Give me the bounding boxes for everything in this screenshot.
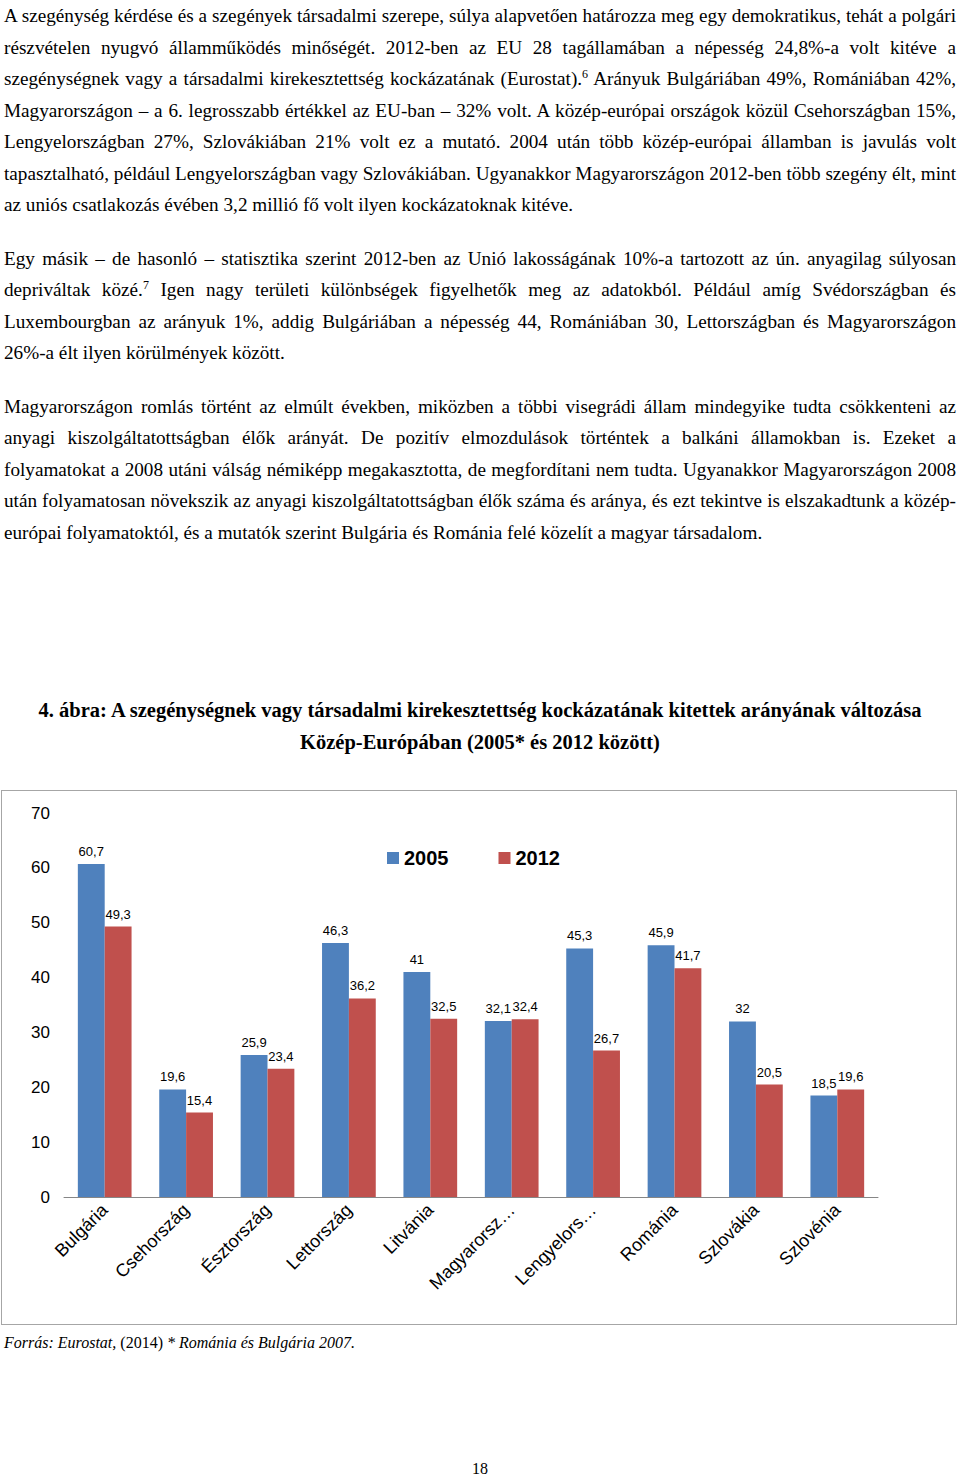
svg-text:23,4: 23,4 — [268, 1049, 293, 1064]
svg-text:60: 60 — [31, 858, 50, 877]
svg-text:Románia: Románia — [617, 1200, 682, 1265]
svg-text:60,7: 60,7 — [79, 844, 104, 859]
svg-text:19,6: 19,6 — [160, 1069, 185, 1084]
svg-text:32: 32 — [735, 1001, 749, 1016]
svg-text:70: 70 — [31, 804, 50, 823]
svg-text:Litvánia: Litvánia — [379, 1200, 437, 1258]
svg-text:2005: 2005 — [404, 847, 449, 869]
svg-text:20,5: 20,5 — [757, 1065, 782, 1080]
html-text:Egy másik – de hasonló – stati: Egy másik – de hasonló – statisztika sze… — [4, 247, 956, 363]
svg-text:Lengyelors…: Lengyelors… — [511, 1200, 600, 1289]
svg-text:46,3: 46,3 — [323, 923, 348, 938]
svg-text:41: 41 — [410, 952, 424, 967]
svg-text:32,4: 32,4 — [512, 999, 537, 1014]
svg-text:40: 40 — [31, 968, 50, 987]
svg-text:Csehország: Csehország — [111, 1200, 193, 1282]
svg-text:25,9: 25,9 — [241, 1035, 266, 1050]
svg-text:19,6: 19,6 — [838, 1069, 863, 1084]
svg-text:32,1: 32,1 — [486, 1001, 511, 1016]
svg-text:Észtország: Észtország — [198, 1200, 275, 1277]
svg-text:30: 30 — [31, 1023, 50, 1042]
svg-text:10: 10 — [31, 1133, 50, 1152]
svg-text:45,9: 45,9 — [648, 925, 673, 940]
svg-text:36,2: 36,2 — [350, 978, 375, 993]
svg-text:45,3: 45,3 — [567, 928, 592, 943]
svg-text:32,5: 32,5 — [431, 999, 456, 1014]
svg-text:Lettország: Lettország — [282, 1200, 356, 1274]
svg-text:2012: 2012 — [515, 847, 560, 869]
html-text:Magyarországon romlás történt: Magyarországon romlás történt az elmúlt … — [4, 395, 956, 543]
svg-text:18,5: 18,5 — [811, 1076, 836, 1091]
html-text:4. ábra: A szegénységnek vagy: 4. ábra: A szegénységnek vagy társadalmi… — [38, 699, 922, 753]
svg-text:15,4: 15,4 — [187, 1093, 212, 1108]
svg-text:Szlovénia: Szlovénia — [775, 1200, 844, 1269]
svg-text:50: 50 — [31, 913, 50, 932]
svg-text:26,7: 26,7 — [594, 1031, 619, 1046]
svg-text:Magyarorsz…: Magyarorsz… — [425, 1200, 518, 1293]
svg-text:Bulgária: Bulgária — [51, 1200, 112, 1261]
html-text:18: 18 — [472, 1460, 488, 1477]
svg-text:41,7: 41,7 — [675, 948, 700, 963]
svg-text:20: 20 — [31, 1078, 50, 1097]
html-text:Forrás: Eurostat, (2014) * Rom: Forrás: Eurostat, (2014) * Románia és Bu… — [4, 1334, 355, 1351]
svg-text:Szlovákia: Szlovákia — [694, 1200, 763, 1269]
svg-text:0: 0 — [41, 1188, 50, 1207]
html-text:A szegénység kérdése és a szeg: A szegénység kérdése és a szegények társ… — [4, 5, 956, 215]
svg-text:49,3: 49,3 — [105, 907, 130, 922]
